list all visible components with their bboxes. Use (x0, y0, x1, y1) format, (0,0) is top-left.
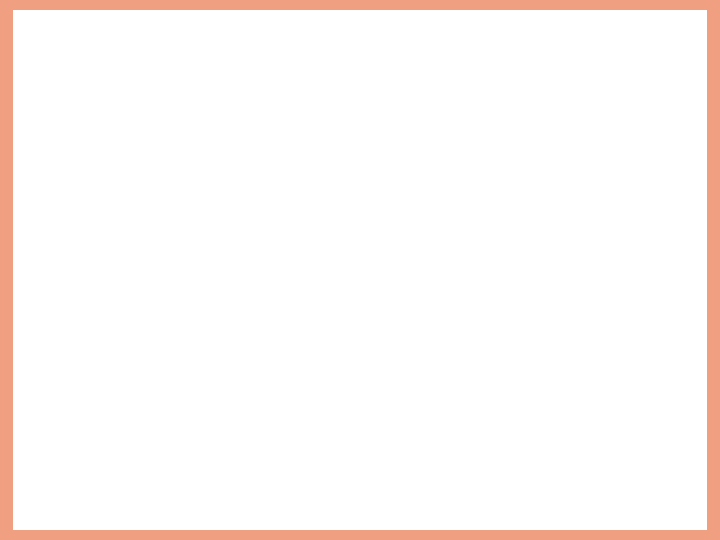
FancyBboxPatch shape (270, 284, 456, 329)
Text: BIASING MODE: BIASING MODE (67, 156, 159, 166)
Text: Reverse: Reverse (468, 254, 522, 267)
Text: Active: Active (67, 254, 108, 267)
FancyBboxPatch shape (270, 238, 456, 284)
Text: BIASING POLARITY
E-B JUNCTION: BIASING POLARITY E-B JUNCTION (281, 150, 397, 172)
FancyBboxPatch shape (54, 192, 269, 238)
Text: Saturation: Saturation (67, 208, 136, 221)
FancyBboxPatch shape (270, 192, 456, 238)
FancyBboxPatch shape (54, 284, 269, 329)
Text: Forward: Forward (281, 254, 335, 267)
Text: Reverse: Reverse (281, 346, 335, 359)
Text: Forward: Forward (468, 208, 522, 221)
Text: Forward: Forward (281, 208, 335, 221)
Text: 7.4 Bias Mode: 7.4 Bias Mode (283, 92, 437, 111)
FancyBboxPatch shape (54, 238, 269, 284)
Text: DMT 234 Semiconductor Physic & Device: DMT 234 Semiconductor Physic & Device (120, 38, 600, 58)
Text: BIASING POLARITY
C-B JUNCTION: BIASING POLARITY C-B JUNCTION (468, 150, 585, 172)
Text: Inverted: Inverted (67, 300, 122, 313)
FancyBboxPatch shape (54, 130, 269, 192)
FancyBboxPatch shape (457, 192, 643, 238)
FancyBboxPatch shape (457, 329, 643, 375)
Text: Reverse: Reverse (281, 300, 335, 313)
Circle shape (621, 474, 667, 509)
FancyBboxPatch shape (270, 130, 456, 192)
Text: Reverse: Reverse (468, 346, 522, 359)
FancyBboxPatch shape (457, 238, 643, 284)
FancyBboxPatch shape (457, 284, 643, 329)
FancyBboxPatch shape (270, 329, 456, 375)
FancyBboxPatch shape (457, 130, 643, 192)
Text: Cutoff: Cutoff (67, 346, 107, 359)
Text: Forward: Forward (468, 300, 522, 313)
FancyBboxPatch shape (54, 329, 269, 375)
